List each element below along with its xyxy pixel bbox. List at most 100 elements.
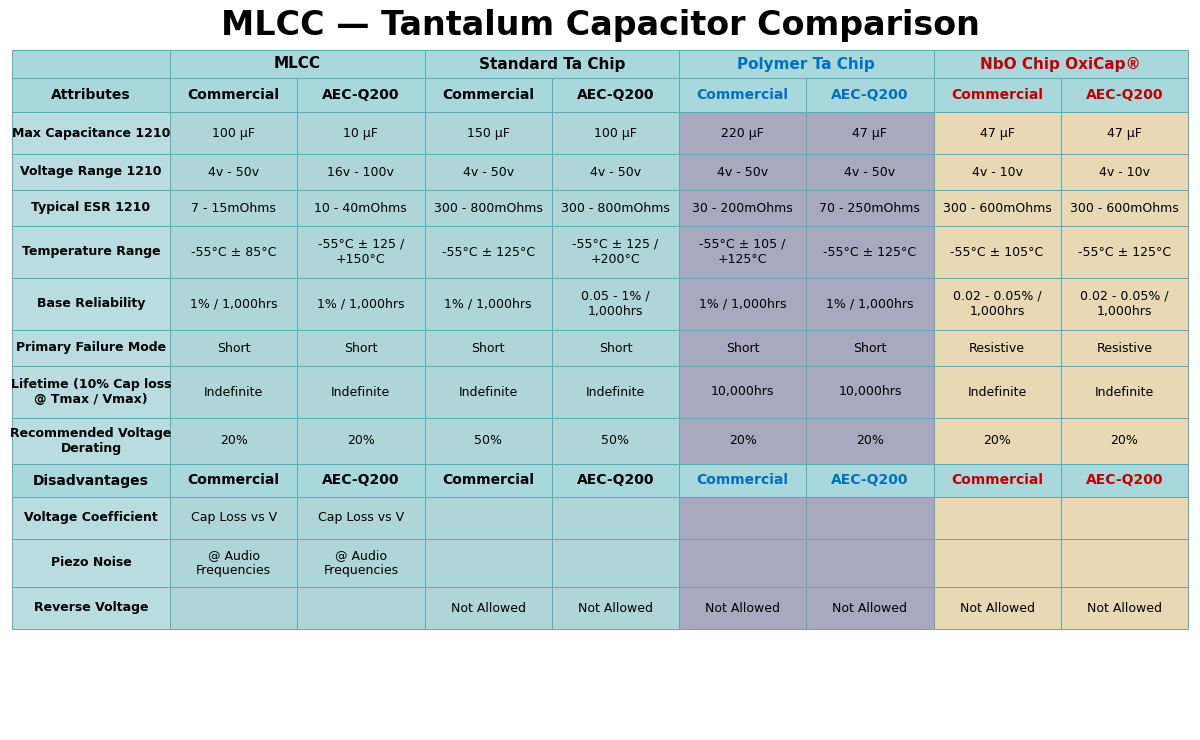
Bar [170,112,298,154]
Bar [298,464,425,497]
Text: AEC-Q200: AEC-Q200 [322,88,400,102]
Text: Commercial: Commercial [442,474,534,488]
Text: Not Allowed: Not Allowed [578,602,653,614]
Text: 20%: 20% [220,434,247,448]
Text: 30 - 200mOhms: 30 - 200mOhms [692,201,793,215]
Text: 10 - 40mOhms: 10 - 40mOhms [314,201,407,215]
Text: AEC-Q200: AEC-Q200 [832,88,908,102]
Text: 300 - 600mOhms: 300 - 600mOhms [943,201,1051,215]
Bar [552,112,679,154]
Bar [12,112,170,154]
Bar [679,418,806,464]
Bar [425,278,552,330]
Text: Piezo Noise: Piezo Noise [50,556,131,570]
Text: 150 μF: 150 μF [467,127,510,140]
Text: NbO Chip OxiCap®: NbO Chip OxiCap® [980,56,1141,72]
Text: Not Allowed: Not Allowed [960,602,1034,614]
Text: 1% / 1,000hrs: 1% / 1,000hrs [190,297,277,311]
Text: -55°C ± 125°C: -55°C ± 125°C [442,246,535,258]
Text: Indefinite: Indefinite [1094,386,1154,399]
Bar [934,418,1061,464]
Text: -55°C ± 125°C: -55°C ± 125°C [823,246,917,258]
Bar [298,366,425,418]
Bar [425,464,552,497]
Bar [12,539,170,587]
Text: AEC-Q200: AEC-Q200 [1086,474,1163,488]
Bar [679,539,806,587]
Text: 70 - 250mOhms: 70 - 250mOhms [820,201,920,215]
Text: Commercial: Commercial [952,88,1043,102]
Text: Indefinite: Indefinite [458,386,517,399]
Text: 10,000hrs: 10,000hrs [710,386,774,399]
Bar [298,539,425,587]
Bar [552,464,679,497]
Text: 20%: 20% [1110,434,1139,448]
Text: 20%: 20% [728,434,756,448]
Bar [170,418,298,464]
Bar [552,497,679,539]
Bar [425,539,552,587]
Text: 47 μF: 47 μF [979,127,1014,140]
Bar [1061,190,1188,226]
Text: MLCC: MLCC [274,56,320,72]
Bar [170,226,298,278]
Bar [1061,497,1188,539]
Bar [934,330,1061,366]
Bar [425,112,552,154]
Bar [934,587,1061,629]
Bar [170,497,298,539]
Text: Attributes: Attributes [52,88,131,102]
Text: 0.05 - 1% /
1,000hrs: 0.05 - 1% / 1,000hrs [581,290,649,318]
Bar [298,112,425,154]
Bar [12,587,170,629]
Text: 47 μF: 47 μF [852,127,887,140]
Bar [552,330,679,366]
Bar [679,154,806,190]
Text: 20%: 20% [856,434,884,448]
Bar [170,154,298,190]
Bar [170,278,298,330]
Bar [12,226,170,278]
Bar [806,539,934,587]
Text: Cap Loss vs V: Cap Loss vs V [318,511,404,525]
Text: 10 μF: 10 μF [343,127,378,140]
Bar [12,497,170,539]
Bar [170,50,425,78]
Bar [552,366,679,418]
Text: 4v - 50v: 4v - 50v [718,166,768,178]
Bar [298,418,425,464]
Text: Not Allowed: Not Allowed [451,602,526,614]
Bar [806,464,934,497]
Text: 0.02 - 0.05% /
1,000hrs: 0.02 - 0.05% / 1,000hrs [1080,290,1169,318]
Text: 220 μF: 220 μF [721,127,764,140]
Text: Commercial: Commercial [952,474,1043,488]
Bar [679,497,806,539]
Text: 4v - 50v: 4v - 50v [208,166,259,178]
Text: 100 μF: 100 μF [212,127,256,140]
Text: 4v - 10v: 4v - 10v [972,166,1022,178]
Bar [934,78,1061,112]
Text: Not Allowed: Not Allowed [706,602,780,614]
Bar [806,190,934,226]
Bar [679,587,806,629]
Text: Commercial: Commercial [187,474,280,488]
Text: Short: Short [344,341,378,354]
Text: Base Reliability: Base Reliability [37,297,145,311]
Text: AEC-Q200: AEC-Q200 [577,88,654,102]
Bar [679,278,806,330]
Bar [1061,330,1188,366]
Text: Indefinite: Indefinite [331,386,390,399]
Bar [170,366,298,418]
Text: 300 - 800mOhms: 300 - 800mOhms [433,201,542,215]
Text: 100 μF: 100 μF [594,127,637,140]
Text: Not Allowed: Not Allowed [833,602,907,614]
Bar [552,587,679,629]
Bar [806,418,934,464]
Text: MLCC — Tantalum Capacitor Comparison: MLCC — Tantalum Capacitor Comparison [221,10,979,42]
Bar [552,154,679,190]
Bar [425,330,552,366]
Bar [12,366,170,418]
Bar [552,539,679,587]
Bar [12,154,170,190]
Text: Indefinite: Indefinite [967,386,1027,399]
